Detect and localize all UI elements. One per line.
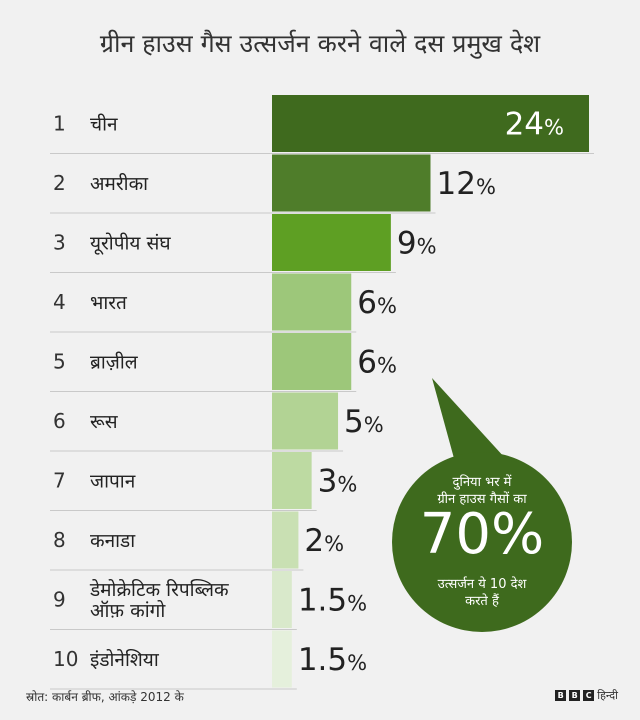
rank-label: 6 [53, 409, 66, 433]
value-unit: % [324, 532, 344, 556]
bar-row: 3 यूरोपीय संघ 9% [50, 214, 437, 273]
rank-label: 2 [53, 171, 66, 195]
value-label: 6% [357, 345, 397, 381]
country-label: यूरोपीय संघ [90, 232, 171, 256]
value-unit: % [544, 116, 564, 140]
bar [272, 630, 292, 688]
rank-label: 7 [53, 469, 66, 493]
value-number: 1.5 [298, 642, 347, 678]
chart-title: ग्रीन हाउस गैस उत्सर्जन करने वाले दस प्र… [99, 29, 541, 58]
bar-row: 5 ब्राज़ील 6% [50, 333, 397, 392]
value-unit: % [337, 473, 357, 497]
rank-label: 5 [53, 350, 66, 374]
value-number: 24 [505, 107, 544, 143]
country-label: ब्राज़ील [90, 351, 139, 374]
value-label: 1.5% [298, 583, 367, 619]
value-label: 2% [304, 523, 344, 559]
bar [272, 511, 299, 569]
bar-row: 7 जापान 3% [50, 452, 357, 511]
rank-label: 9 [53, 588, 66, 612]
bar-row: 10 इंडोनेशिया 1.5% [50, 630, 367, 690]
bar-row: 1 चीन 24% [50, 95, 594, 154]
bar-row: 9 डेमोक्रेटिक रिपब्लिकऑफ़ कांगो 1.5% [50, 571, 367, 630]
value-number: 9 [397, 226, 417, 262]
bar [272, 273, 352, 331]
value-unit: % [347, 651, 367, 675]
country-label: भारत [90, 292, 128, 314]
rank-label: 4 [53, 290, 66, 314]
bbc-logo-word: हिन्दी [597, 689, 618, 702]
country-label: रूस [90, 411, 119, 433]
value-label: 24% [505, 107, 564, 143]
value-label: 6% [357, 285, 397, 321]
bar [272, 571, 292, 628]
bar [272, 214, 391, 271]
value-label: 5% [344, 404, 384, 440]
rank-label: 8 [53, 528, 66, 552]
country-label: इंडोनेशिया [90, 648, 160, 671]
callout-text: दुनिया भर में ग्रीन हाउस गैसों का 70% उत… [392, 452, 572, 632]
bar [272, 154, 431, 212]
bar-row: 4 भारत 6% [50, 273, 397, 333]
value-label: 1.5% [298, 642, 367, 678]
bar-row: 8 कनाडा 2% [50, 511, 344, 571]
bar-row: 2 अमरीका 12% [50, 154, 496, 214]
callout-line1: दुनिया भर में ग्रीन हाउस गैसों का [392, 474, 572, 508]
value-number: 1.5 [298, 583, 347, 619]
bbc-hindi-logo: B B C हिन्दी [555, 688, 618, 703]
country-label: कनाडा [90, 530, 136, 552]
callout-percent: 70% [419, 502, 545, 567]
value-number: 12 [437, 166, 476, 202]
country-label: ऑफ़ कांगो [90, 599, 166, 622]
value-unit: % [377, 354, 397, 378]
country-label: जापान [90, 471, 136, 493]
value-number: 6 [357, 345, 377, 381]
value-label: 3% [318, 464, 358, 500]
country-label: डेमोक्रेटिक रिपब्लिक [89, 578, 229, 601]
value-unit: % [377, 294, 397, 318]
country-label: अमरीका [90, 172, 149, 195]
bar-row: 6 रूस 5% [50, 392, 384, 452]
value-unit: % [417, 235, 437, 259]
rank-label: 10 [53, 647, 78, 671]
country-label: चीन [90, 113, 118, 136]
value-number: 5 [344, 404, 364, 440]
bbc-logo-letter-3: C [583, 690, 595, 701]
value-label: 12% [437, 166, 496, 202]
callout-line2: उत्सर्जन ये 10 देश करते हैं [432, 576, 532, 610]
value-number: 3 [318, 464, 338, 500]
bar [272, 392, 339, 450]
callout-circle [392, 452, 572, 632]
bar [272, 452, 312, 509]
value-unit: % [476, 175, 496, 199]
rank-label: 1 [53, 112, 66, 136]
callout-line2b: करते हैं [465, 594, 499, 609]
bbc-logo-letter-1: B [555, 690, 567, 701]
value-unit: % [347, 592, 367, 616]
value-number: 6 [357, 285, 377, 321]
source-note: स्रोत: कार्बन ब्रीफ, आंकड़े 2012 के [26, 690, 184, 704]
bbc-logo-letter-2: B [569, 690, 581, 701]
value-unit: % [364, 413, 384, 437]
bar [272, 95, 589, 152]
value-label: 9% [397, 226, 437, 262]
bar [272, 333, 352, 390]
callout-line1a: दुनिया भर में [452, 475, 512, 490]
callout-line1b: ग्रीन हाउस गैसों का [437, 492, 527, 507]
value-number: 2 [304, 523, 324, 559]
rank-label: 3 [53, 231, 66, 255]
callout-pointer [432, 378, 505, 462]
callout-line2a: उत्सर्जन ये 10 देश [437, 577, 527, 592]
